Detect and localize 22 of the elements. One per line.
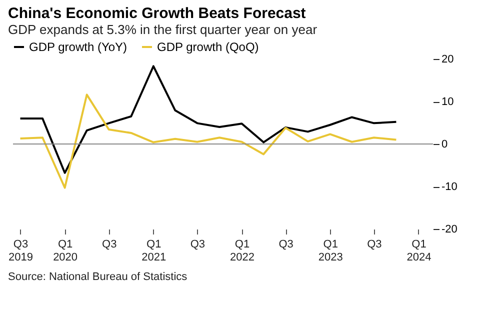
source-note: Source: National Bureau of Statistics bbox=[8, 271, 188, 283]
x-tick-label: Q1 2020 bbox=[53, 238, 78, 264]
x-tick-label: Q1 2021 bbox=[142, 238, 166, 264]
y-tick-label: 20 bbox=[442, 54, 454, 66]
line-series bbox=[19, 94, 398, 189]
x-tick-label: Q3 bbox=[367, 238, 382, 250]
x-tick-label: Q3 2019 bbox=[8, 238, 34, 264]
chart-subtitle: GDP expands at 5.3% in the first quarter year on year bbox=[8, 22, 318, 37]
x-tick-label: Q1 2024 bbox=[406, 238, 432, 264]
x-tick-label: Q3 bbox=[102, 238, 117, 250]
x-tick-label: Q3 bbox=[278, 238, 294, 250]
y-tick-label: 0 bbox=[442, 138, 448, 150]
x-tick-label: Q1 2022 bbox=[230, 238, 255, 264]
legend-label: GDP growth (YoY) bbox=[29, 40, 128, 54]
legend-label: GDP growth (QoQ) bbox=[157, 40, 259, 54]
chart-title: China's Economic Growth Beats Forecast bbox=[8, 5, 306, 22]
line-series bbox=[19, 65, 398, 174]
y-tick-label: 10 bbox=[442, 96, 454, 108]
x-tick-label: Q1 2023 bbox=[318, 238, 343, 264]
x-tick-label: Q3 bbox=[190, 238, 206, 250]
y-tick-label: -20 bbox=[442, 224, 458, 236]
y-tick-label: -10 bbox=[442, 181, 458, 193]
